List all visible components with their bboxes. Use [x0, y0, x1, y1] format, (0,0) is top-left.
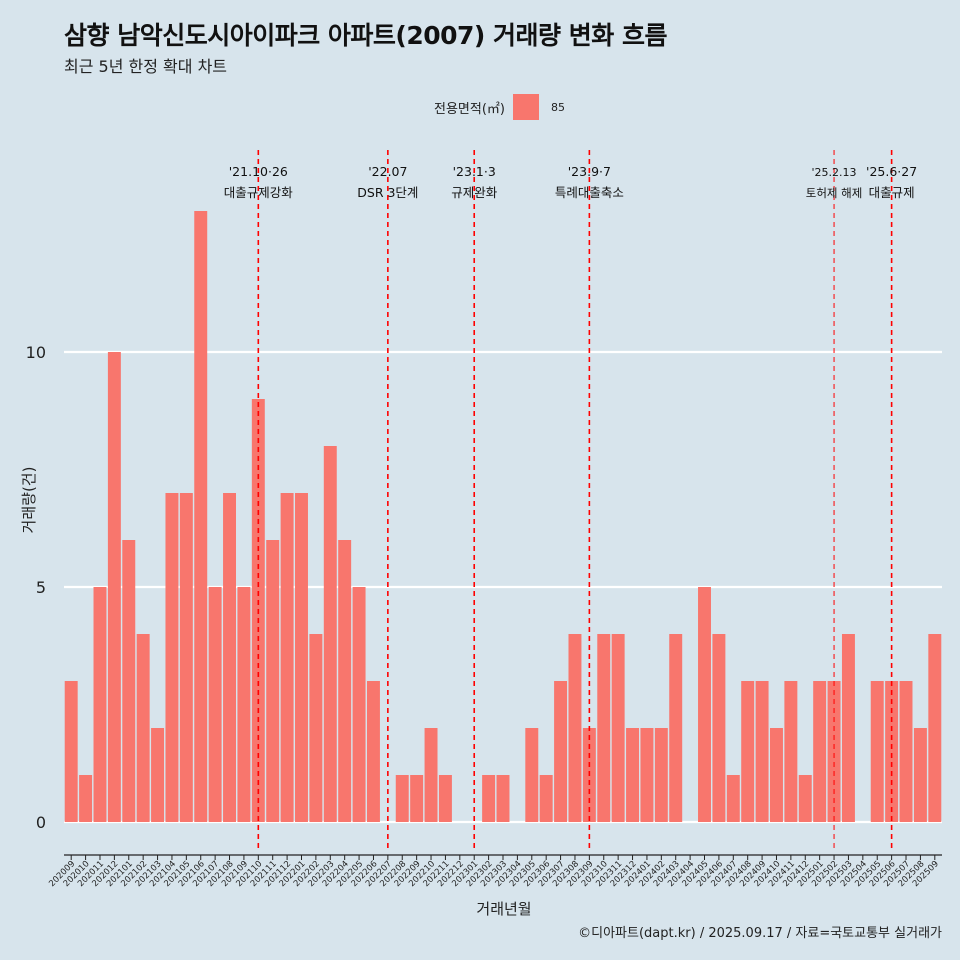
bar	[64, 681, 78, 822]
bar	[870, 681, 884, 822]
bar	[813, 681, 827, 822]
bar	[309, 634, 323, 822]
event-label-text: 대출규제강화	[224, 185, 294, 200]
bar	[554, 681, 568, 822]
event-label-text: 특례대출축소	[555, 185, 624, 200]
bar	[208, 587, 222, 822]
y-tick-label: 5	[36, 578, 46, 597]
bar-layer	[64, 211, 942, 822]
event-label-date: '25.6·27	[866, 164, 917, 179]
bar	[539, 775, 553, 822]
bar	[798, 775, 812, 822]
legend-label: 85	[550, 100, 565, 114]
bar	[525, 728, 539, 822]
bar	[611, 634, 625, 822]
event-label-text: 규제완화	[451, 185, 498, 200]
bar	[410, 775, 424, 822]
bar	[885, 681, 899, 822]
event-label-date: '25.2.13	[812, 166, 857, 179]
bar	[669, 634, 683, 822]
bar	[769, 728, 783, 822]
bar	[280, 493, 294, 822]
bar	[827, 681, 841, 822]
bar	[698, 587, 711, 822]
bar	[654, 728, 668, 822]
event-layer: '21.10·26 대출규제강화 '22.07 DSR 3단계 '23.1·3 규제완화 '…	[224, 150, 917, 852]
event-label-date: '22.07	[368, 164, 407, 179]
bar	[338, 540, 352, 822]
bar	[424, 728, 438, 822]
bar	[151, 728, 165, 822]
x-axis-title: 거래년월	[476, 900, 531, 918]
event-label-text: 토허제 해제	[806, 186, 863, 200]
bar	[784, 681, 798, 822]
y-tick-label: 10	[26, 343, 46, 362]
bar	[237, 587, 251, 822]
chart-title: 삼향 남악신도시아이파크 아파트(2007) 거래량 변화 흐름	[64, 21, 667, 50]
bar	[741, 681, 755, 822]
bar	[352, 587, 366, 822]
bar	[107, 352, 121, 822]
bar	[755, 681, 769, 822]
caption: ©디아파트(dapt.kr) / 2025.09.17 / 자료=국토교통부 실…	[578, 926, 942, 941]
bar	[366, 681, 380, 822]
bar	[223, 493, 237, 822]
legend: 전용면적(㎡) 85	[434, 94, 565, 120]
bar	[640, 728, 654, 822]
bar	[496, 775, 510, 822]
bar	[568, 634, 582, 822]
event-label-text: DSR 3단계	[357, 185, 418, 200]
y-axis-title: 거래량(건)	[20, 467, 38, 534]
y-tick-label: 0	[36, 813, 46, 832]
bar	[899, 681, 913, 822]
event-label-text: 대출규제	[869, 185, 915, 200]
bar	[395, 775, 409, 822]
event-label-date: '21.10·26	[229, 164, 288, 179]
bar	[597, 634, 611, 822]
event-label-date: '23.9·7	[568, 164, 611, 179]
bar	[726, 775, 740, 822]
bar	[913, 728, 927, 822]
bar	[295, 493, 308, 822]
axis-layer: 0510202009202010202011202012202101202102…	[26, 343, 942, 889]
bar	[122, 540, 136, 822]
bar	[712, 634, 726, 822]
bar	[438, 775, 452, 822]
legend-color-key	[512, 94, 539, 120]
bar	[841, 634, 855, 822]
bar	[194, 211, 208, 822]
chart-subtitle: 최근 5년 한정 확대 차트	[64, 57, 228, 76]
legend-title: 전용면적(㎡)	[434, 101, 505, 117]
bar	[165, 493, 179, 822]
bar	[136, 634, 150, 822]
bar	[266, 540, 280, 822]
event-label-date: '23.1·3	[453, 164, 496, 179]
bar	[928, 634, 942, 822]
bar	[626, 728, 640, 822]
bar	[482, 775, 496, 822]
bar	[323, 446, 337, 822]
bar	[79, 775, 93, 822]
bar	[179, 493, 193, 822]
bar	[93, 587, 107, 822]
